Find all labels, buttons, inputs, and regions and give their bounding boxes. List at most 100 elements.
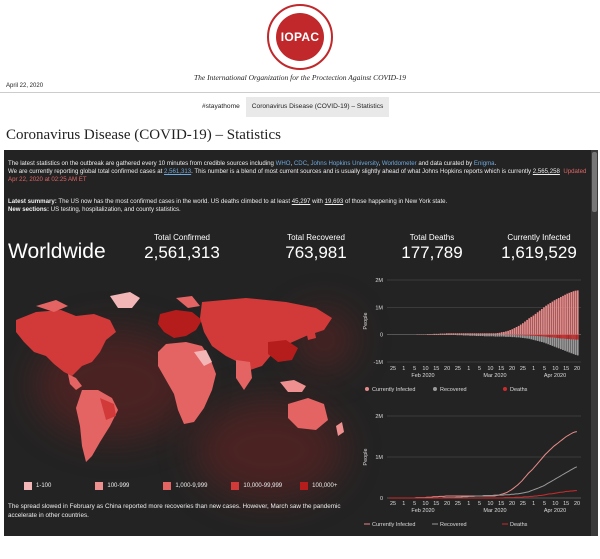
recovered-bar	[517, 334, 520, 338]
deaths-bar	[517, 334, 520, 336]
latest-summary-label: Latest summary:	[8, 198, 57, 205]
panel-scrollbar[interactable]	[591, 150, 598, 536]
infected-bar	[524, 321, 526, 335]
stats-panel: The latest statistics on the outbreak ar…	[4, 150, 598, 536]
map-southeast-asia-islands[interactable]	[280, 380, 306, 392]
enigma-link[interactable]: Enigma	[473, 160, 495, 167]
who-link[interactable]: WHO	[275, 160, 291, 167]
nav-item-stayathome[interactable]: #stayathome	[202, 103, 240, 110]
infected-bar	[437, 333, 440, 335]
recovered-bar	[486, 334, 488, 337]
intro-text: The latest statistics on the outbreak ar…	[8, 160, 588, 185]
recovered-bar	[503, 334, 505, 337]
infected-bar	[522, 323, 524, 335]
chart-y-axis-label: People	[363, 312, 369, 329]
intro-sep: ,	[307, 160, 311, 167]
infected-bar	[460, 333, 463, 335]
iopac-logo[interactable]: IOPAC	[267, 4, 333, 70]
map-europe[interactable]	[158, 310, 202, 338]
recovered-bar	[484, 334, 486, 337]
map-alaska-canada-north[interactable]	[36, 300, 68, 312]
recovered-bar	[541, 334, 543, 343]
chart-legend-label: Recovered	[440, 522, 467, 528]
chart-y-tick-label: 2M	[375, 278, 383, 284]
chart-x-tick-label: 5	[543, 366, 546, 372]
recovered-bar	[555, 334, 558, 348]
infected-bar	[543, 307, 545, 335]
chart-legend-marker	[433, 387, 437, 391]
worldometer-link[interactable]: Worldometer	[381, 160, 417, 167]
scrollbar-thumb[interactable]	[592, 152, 597, 212]
chart-x-tick-label: 20	[444, 366, 450, 372]
map-north-america[interactable]	[16, 310, 116, 376]
recovered-bar	[479, 334, 482, 337]
region-title: Worldwide	[8, 240, 106, 263]
chart-x-month-label: Mar 2020	[483, 508, 506, 514]
map-north-africa[interactable]	[194, 350, 212, 366]
deaths-bar	[549, 334, 552, 338]
map-new-zealand[interactable]	[336, 422, 344, 436]
deaths-bar	[564, 334, 566, 339]
infected-bar	[572, 291, 575, 335]
infected-bar	[452, 333, 455, 335]
chart-x-tick-label: 1	[532, 501, 535, 507]
chart-x-tick-label: 20	[574, 366, 580, 372]
recovered-bar	[490, 334, 493, 337]
infected-bar	[479, 333, 482, 335]
recovered-bar	[458, 334, 461, 336]
infected-bar	[566, 293, 569, 335]
infected-bar	[553, 300, 556, 335]
map-china[interactable]	[268, 340, 298, 362]
deaths-bar	[524, 334, 526, 336]
chart-x-tick-label: 1	[532, 366, 535, 372]
map-australia[interactable]	[288, 398, 328, 430]
confirmed-count-link[interactable]: 2,561,313	[164, 168, 192, 176]
infected-bar	[450, 333, 452, 335]
chart-x-tick-label: 1	[402, 501, 405, 507]
map-india[interactable]	[236, 360, 252, 390]
map-greenland[interactable]	[110, 292, 140, 308]
map-central-america[interactable]	[68, 374, 82, 390]
header-divider	[0, 92, 600, 93]
infected-bar	[526, 319, 528, 335]
map-legend: 1-100 100-999 1,000-9,999 10,000-99,999 …	[24, 482, 351, 490]
deaths-bar	[570, 334, 573, 340]
stat-value: 763,981	[285, 243, 347, 262]
map-south-america[interactable]	[76, 390, 118, 462]
infected-bar	[496, 333, 499, 335]
map-legend-item: 100,000+	[300, 482, 337, 490]
world-map[interactable]	[6, 286, 358, 476]
jhu-link[interactable]: Johns Hopkins University	[310, 160, 379, 167]
infected-bar	[545, 305, 547, 335]
infected-bar	[443, 333, 446, 335]
recovered-bar	[462, 334, 465, 336]
cdc-link[interactable]: CDC	[293, 160, 308, 167]
nav-item-statistics[interactable]: Coronavirus Disease (COVID-19) – Statist…	[245, 97, 390, 117]
chart-legend-marker	[365, 387, 369, 391]
deaths-bar	[557, 334, 560, 339]
logo-text: IOPAC	[276, 13, 324, 61]
infected-bar	[458, 333, 461, 335]
infected-bar	[448, 333, 450, 335]
chart-x-tick-label: 5	[478, 366, 481, 372]
chart-x-month-label: Feb 2020	[411, 508, 434, 514]
chart-x-tick-label: 10	[552, 501, 558, 507]
map-japan-korea[interactable]	[306, 328, 316, 340]
map-brazil[interactable]	[100, 398, 116, 420]
chart-legend-marker	[503, 387, 507, 391]
infected-bar	[494, 333, 497, 335]
map-scandinavia[interactable]	[176, 296, 200, 308]
chart-x-tick-label: 5	[543, 501, 546, 507]
map-asia[interactable]	[200, 298, 332, 370]
map-legend-item: 10,000-99,999	[231, 482, 282, 490]
stat-value: 1,619,529	[501, 243, 577, 262]
chart-x-tick-label: 20	[444, 501, 450, 507]
chart-x-tick-label: 15	[498, 501, 504, 507]
latest-text: The US now has the most confirmed cases …	[56, 198, 292, 205]
infected-bar	[473, 333, 476, 335]
chart-x-tick-label: 15	[563, 501, 569, 507]
recovered-bar	[460, 334, 463, 336]
